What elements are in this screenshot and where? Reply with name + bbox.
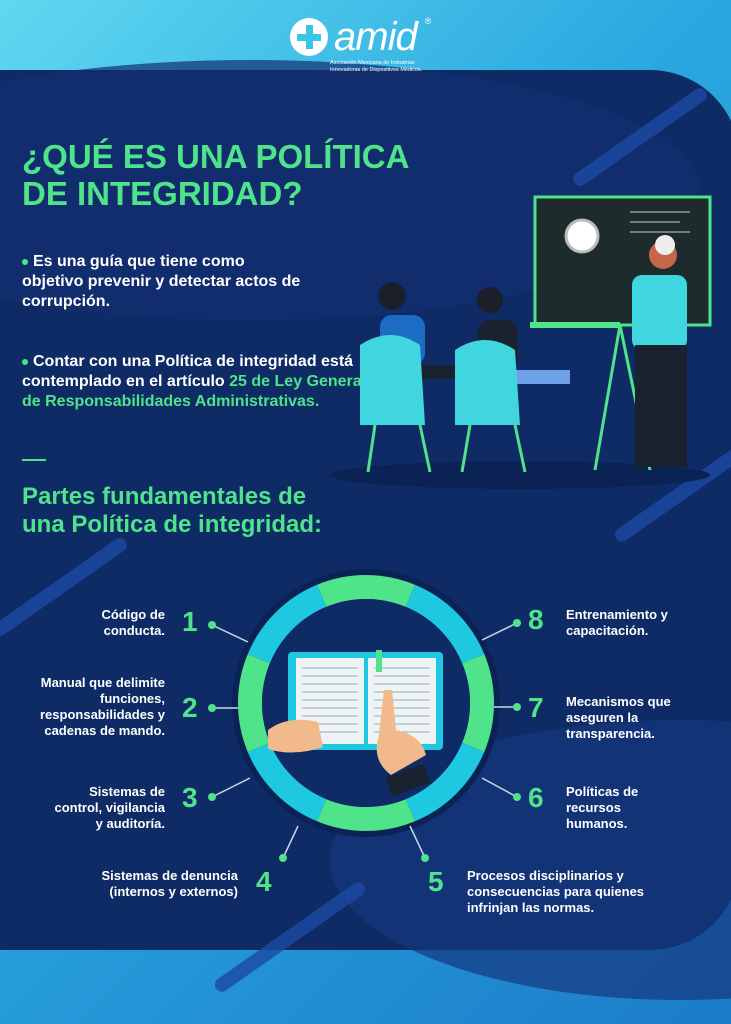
ring-segment	[247, 584, 327, 664]
part-8-number: 8	[528, 604, 544, 635]
registered-mark: ®	[424, 16, 432, 26]
left-hand	[268, 719, 323, 753]
part-7-number: 7	[528, 692, 544, 723]
part-1-label: Código de conducta.	[101, 607, 165, 638]
ring-segment	[247, 742, 327, 822]
connector-line	[282, 825, 299, 859]
part-6-label: Políticas de recursos humanos.	[566, 784, 639, 831]
connector-line	[481, 777, 518, 798]
amid-logo: amid ® Asociación Mexicana de Industrias…	[290, 16, 440, 74]
connector-dot	[513, 793, 521, 801]
part-4-number: 4	[256, 866, 272, 897]
part-8-label: Entrenamiento y capacitación.	[566, 607, 668, 638]
part-5-number: 5	[428, 866, 444, 897]
page-title: ¿QUÉ ES UNA POLÍTICA DE INTEGRIDAD?	[22, 138, 409, 212]
part-5-label: Procesos disciplinarios y consecuencias …	[467, 868, 645, 915]
book-page-right	[368, 658, 436, 744]
part-2-number: 2	[182, 692, 198, 723]
part-2-label: Manual que delimite funciones, responsab…	[40, 675, 165, 738]
ring-segment	[317, 799, 415, 831]
ring-segment	[405, 584, 485, 664]
connector-dot	[513, 703, 521, 711]
part-1-number: 1	[182, 606, 198, 637]
connector-line	[211, 624, 249, 643]
connector-dot	[208, 793, 216, 801]
connector-dot	[513, 619, 521, 627]
part-6-number: 6	[528, 782, 544, 813]
plus-icon	[290, 18, 328, 56]
part-4-label: Sistemas de denuncia (internos y externo…	[101, 868, 238, 899]
pointing-hand	[376, 690, 426, 775]
bookmark	[376, 650, 382, 672]
divider	[22, 459, 46, 461]
section-title: Partes fundamentales de una Política de …	[22, 483, 323, 538]
sleeve	[385, 763, 431, 797]
ring-segment	[317, 574, 415, 607]
part-7-label: Mecanismos que aseguren la transparencia…	[566, 694, 671, 741]
connector-line	[409, 825, 426, 859]
connector-dot	[279, 854, 287, 862]
connector-dot	[208, 704, 216, 712]
connector-dot	[208, 621, 216, 629]
connector-line	[481, 622, 518, 641]
part-3-label: Sistemas de control, vigilancia y audito…	[54, 784, 165, 831]
ring-segment	[238, 654, 270, 752]
connector-dot	[421, 854, 429, 862]
ring-segment	[405, 742, 485, 822]
part-3-number: 3	[182, 782, 198, 813]
bullet-1: Es una guía que tiene como objetivo prev…	[22, 253, 301, 310]
logo-wordmark: amid	[334, 15, 418, 59]
connector-line	[211, 777, 251, 798]
logo-subtitle: Asociación Mexicana de Industrias Innova…	[330, 60, 423, 73]
ring-segment	[462, 654, 494, 752]
bullet-2: Contar con una Política de integridad es…	[22, 353, 367, 410]
logo-row: amid ®	[290, 16, 440, 58]
